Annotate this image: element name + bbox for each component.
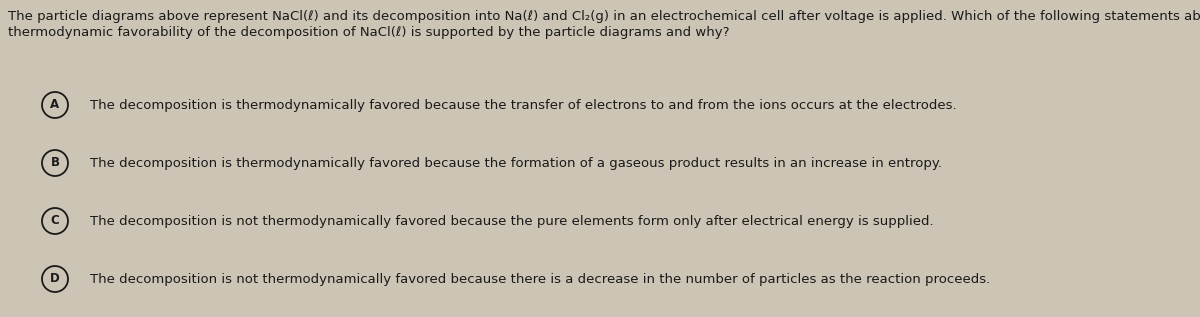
Text: The particle diagrams above represent NaCl(ℓ) and its decomposition into Na(ℓ) a: The particle diagrams above represent Na… (8, 10, 1200, 23)
Text: B: B (50, 157, 60, 170)
Text: The decomposition is thermodynamically favored because the transfer of electrons: The decomposition is thermodynamically f… (90, 99, 956, 112)
Text: C: C (50, 215, 59, 228)
Text: thermodynamic favorability of the decomposition of NaCl(ℓ) is supported by the p: thermodynamic favorability of the decomp… (8, 26, 730, 39)
Text: The decomposition is not thermodynamically favored because there is a decrease i: The decomposition is not thermodynamical… (90, 273, 990, 286)
Text: The decomposition is not thermodynamically favored because the pure elements for: The decomposition is not thermodynamical… (90, 215, 934, 228)
Text: The decomposition is thermodynamically favored because the formation of a gaseou: The decomposition is thermodynamically f… (90, 157, 942, 170)
Text: A: A (50, 99, 60, 112)
Text: D: D (50, 273, 60, 286)
